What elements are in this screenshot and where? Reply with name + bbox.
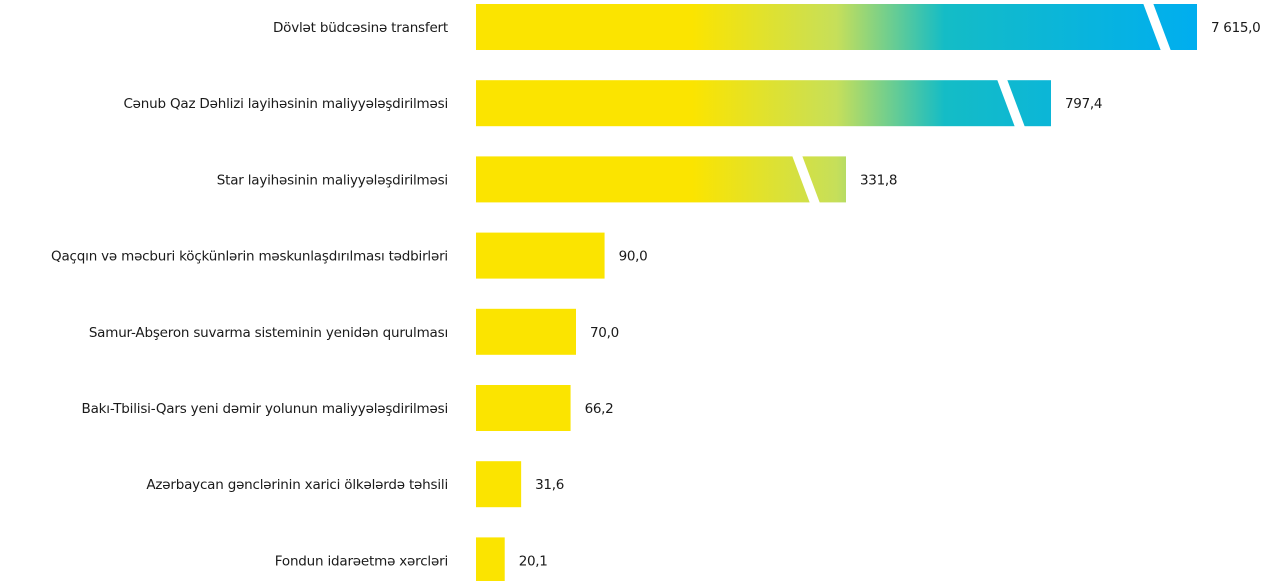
bar bbox=[476, 461, 522, 508]
bar-row: Azərbaycan gənclərinin xarici ölkələrdə … bbox=[146, 461, 564, 508]
category-label: Qaçqın və məcburi köçkünlərin məskunlaşd… bbox=[51, 249, 448, 265]
bar bbox=[476, 156, 846, 203]
bar bbox=[476, 385, 571, 431]
bar bbox=[476, 232, 605, 279]
value-label: 797,4 bbox=[1065, 96, 1102, 112]
bar-row: Star layihəsinin maliyyələşdirilməsi 331,… bbox=[217, 155, 897, 204]
axis-break-mark bbox=[997, 79, 1025, 128]
axis-break-mark bbox=[792, 155, 820, 204]
value-label: 31,6 bbox=[535, 477, 564, 493]
value-label: 66,2 bbox=[585, 401, 614, 417]
bar bbox=[476, 537, 505, 581]
value-label: 20,1 bbox=[519, 553, 548, 569]
category-label: Azərbaycan gənclərinin xarici ölkələrdə … bbox=[146, 477, 448, 493]
bar bbox=[476, 80, 1051, 127]
bar-row: Samur-Abşeron suvarma sisteminin yenidən… bbox=[89, 308, 619, 355]
category-label: Star layihəsinin maliyyələşdirilməsi bbox=[217, 172, 448, 188]
bar-row: Dövlət büdcəsinə transfert 7 615,0 bbox=[273, 3, 1261, 51]
bar bbox=[476, 4, 1197, 50]
category-label: Fondun idarəetmə xərcləri bbox=[275, 553, 448, 569]
value-label: 70,0 bbox=[590, 325, 619, 341]
axis-break-mark bbox=[1143, 3, 1171, 51]
value-label: 7 615,0 bbox=[1211, 20, 1260, 36]
category-label: Samur-Abşeron suvarma sisteminin yenidən… bbox=[89, 325, 448, 341]
bar-row: Qaçqın və məcburi köçkünlərin məskunlaşd… bbox=[51, 232, 648, 279]
category-label: Dövlət büdcəsinə transfert bbox=[273, 20, 448, 36]
bar-row: Bakı-Tbilisi-Qars yeni dəmir yolunun mal… bbox=[82, 385, 614, 431]
bar bbox=[476, 308, 576, 355]
value-label: 90,0 bbox=[619, 249, 648, 265]
category-label: Cənub Qaz Dəhlizi layihəsinin maliyyələş… bbox=[123, 96, 448, 112]
bar-row: Fondun idarəetmə xərcləri 20,1 bbox=[275, 537, 548, 581]
category-label: Bakı-Tbilisi-Qars yeni dəmir yolunun mal… bbox=[82, 401, 448, 417]
bar-row: Cənub Qaz Dəhlizi layihəsinin maliyyələş… bbox=[123, 79, 1102, 128]
value-label: 331,8 bbox=[860, 172, 897, 188]
